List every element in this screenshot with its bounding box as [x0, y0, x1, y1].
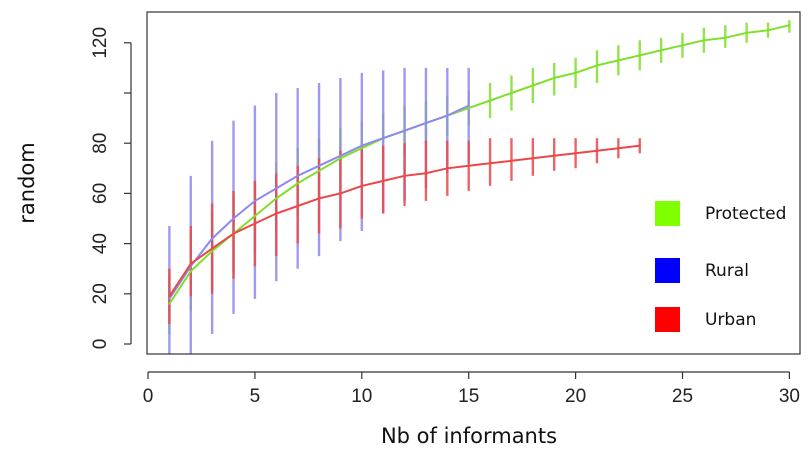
protected-data-point: [360, 147, 363, 150]
rural-data-point: [296, 174, 299, 177]
protected-data-point: [168, 302, 171, 305]
error-bars-layer: [168, 20, 791, 354]
protected-legend-swatch: [655, 201, 680, 226]
protected-series-line: [168, 24, 790, 305]
rural-data-point: [254, 200, 256, 202]
y-tick-label: 80: [90, 133, 111, 154]
urban-data-point: [339, 192, 342, 195]
protected-data-point: [617, 59, 620, 62]
rural-data-point: [403, 129, 406, 132]
protected-data-point: [660, 49, 663, 52]
legend: Protected Rural Urban: [655, 201, 786, 332]
rural-data-point: [275, 187, 278, 190]
protected-data-point: [596, 64, 598, 67]
urban-data-point: [617, 147, 620, 150]
protected-data-point: [489, 99, 491, 102]
protected-data-point: [467, 107, 470, 109]
protected-data-point: [339, 157, 342, 160]
urban-legend-label: Urban: [705, 310, 756, 330]
rural-data-point: [232, 217, 235, 220]
urban-data-point: [296, 205, 299, 207]
y-tick-label: 60: [90, 183, 111, 204]
protected-data-point: [767, 29, 769, 32]
urban-data-point: [467, 164, 470, 167]
plot-frame: [146, 11, 801, 355]
protected-data-point: [296, 182, 299, 185]
urban-data-point: [553, 154, 556, 157]
rural-data-point: [446, 114, 449, 117]
urban-data-point: [382, 179, 385, 182]
rural-data-point: [360, 144, 363, 147]
urban-data-point: [425, 172, 427, 175]
x-tick-label: 5: [250, 386, 261, 407]
x-tick-label: 0: [143, 386, 154, 407]
urban-data-point: [318, 197, 320, 200]
rural-data-point: [318, 164, 320, 167]
y-tick-label: 20: [90, 283, 111, 304]
x-tick-label: 15: [458, 386, 479, 407]
urban-data-point: [403, 174, 406, 177]
x-axis: 0 5 10 15 20 25 30: [143, 371, 800, 407]
protected-data-point: [638, 54, 641, 57]
protected-data-point: [788, 24, 791, 27]
protected-data-point: [574, 72, 577, 74]
urban-data-point: [360, 184, 363, 187]
protected-data-point: [531, 84, 534, 87]
urban-data-point: [446, 167, 449, 170]
rural-data-point: [211, 237, 214, 240]
rural-data-point: [339, 154, 342, 157]
rural-data-point: [467, 104, 470, 107]
rural-legend-swatch: [655, 258, 680, 283]
protected-data-point: [275, 197, 278, 200]
urban-data-point: [638, 144, 641, 147]
y-tick-label: 120: [90, 27, 111, 59]
urban-data-point: [510, 159, 513, 162]
x-axis-title: Nb of informants: [381, 424, 557, 448]
x-tick-label: 25: [672, 386, 693, 407]
protected-data-point: [681, 44, 684, 47]
urban-data-point: [596, 149, 598, 152]
y-tick-label: 40: [90, 233, 111, 254]
protected-legend-label: Protected: [705, 204, 786, 224]
urban-data-point: [254, 222, 256, 225]
urban-data-point: [232, 232, 235, 235]
protected-data-point: [745, 31, 748, 34]
urban-data-point: [168, 295, 171, 298]
urban-data-point: [489, 162, 491, 165]
rural-data-point: [382, 137, 385, 140]
protected-data-point: [510, 92, 513, 94]
protected-data-point: [254, 215, 256, 217]
x-tick-label: 30: [779, 386, 800, 407]
rural-legend-label: Rural: [705, 261, 749, 281]
protected-data-point: [553, 77, 556, 79]
urban-data-point: [211, 247, 214, 250]
protected-data-point: [724, 36, 727, 39]
x-tick-label: 20: [565, 386, 586, 407]
y-axis-title: random: [15, 142, 39, 223]
y-axis: 0 20 40 60 80 120: [90, 27, 132, 350]
protected-data-point: [702, 39, 705, 42]
urban-data-point: [531, 157, 534, 160]
urban-data-point: [189, 262, 192, 265]
rural-data-point: [425, 122, 427, 125]
series-lines-layer: [168, 24, 791, 305]
urban-legend-swatch: [655, 307, 680, 332]
protected-data-point: [318, 169, 320, 172]
urban-data-point: [574, 152, 577, 155]
rural-data-point: [168, 297, 171, 300]
urban-data-point: [275, 212, 278, 215]
y-tick-label: 0: [90, 339, 111, 350]
x-tick-label: 10: [351, 386, 372, 407]
protected-data-point: [189, 270, 192, 273]
protected-data-point: [211, 250, 214, 253]
